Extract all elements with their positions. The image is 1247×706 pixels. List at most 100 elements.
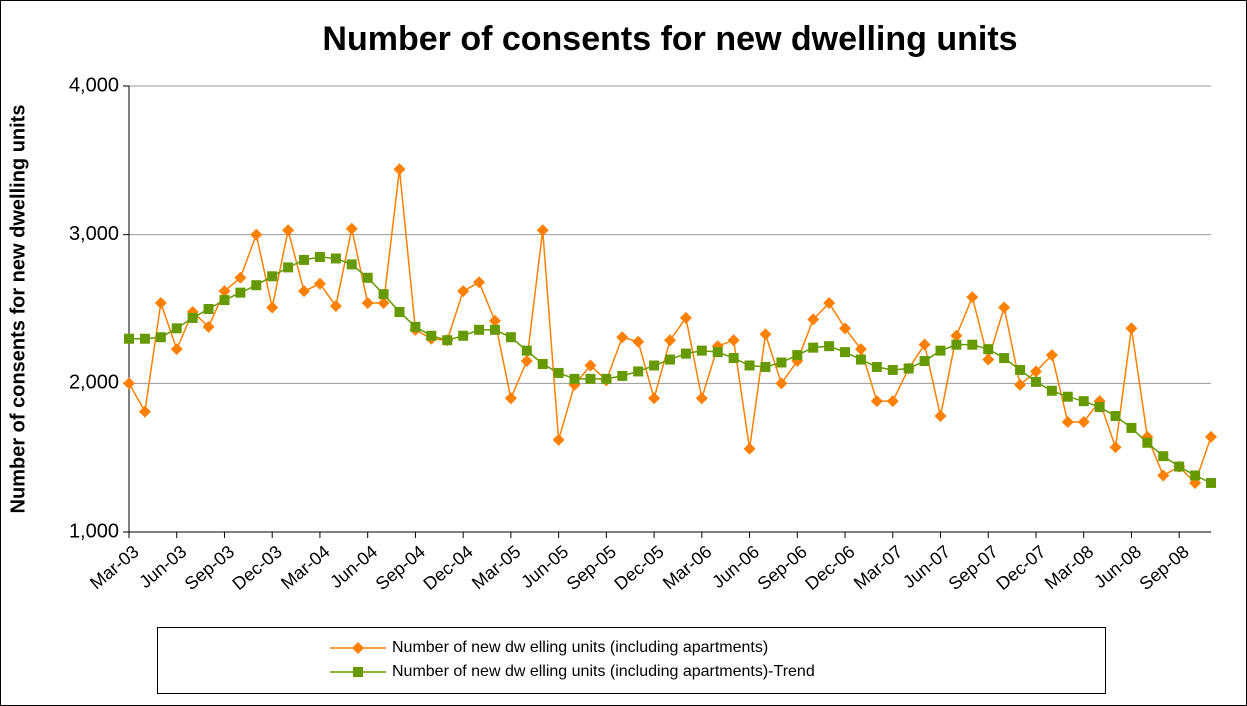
point [353,667,363,677]
point [1126,422,1137,433]
point [1046,385,1057,396]
point [823,297,836,310]
point [1014,378,1027,391]
point [616,331,629,344]
point [743,442,756,455]
point [695,392,708,405]
point [1125,322,1138,335]
y-tick-label: 2,000 [69,372,119,394]
point [1094,402,1105,413]
legend-label: Number of new dw elling units (including… [392,663,815,680]
point [918,338,931,351]
point [664,334,676,347]
point [727,334,740,347]
point [744,360,755,371]
point [633,366,644,377]
point [489,324,500,335]
point [665,354,675,365]
point [171,323,182,334]
point [504,392,517,405]
point [1061,415,1074,428]
point [251,280,262,291]
point [696,345,707,356]
point [377,297,390,310]
point [1109,441,1122,454]
point [170,343,183,356]
point [552,433,565,446]
point [903,363,914,374]
point [520,355,533,368]
point [345,222,358,235]
point [649,360,660,371]
point [410,321,421,332]
point [712,347,723,358]
point [1078,396,1089,407]
point [521,345,532,356]
point [219,295,230,306]
point [935,345,946,356]
point [138,405,151,418]
point [728,353,739,364]
point [1029,365,1042,378]
point [967,339,978,350]
point [1205,430,1217,443]
point [537,359,548,370]
point [824,341,835,352]
point [1206,477,1216,488]
point [982,353,995,366]
point [139,333,150,344]
point [1158,451,1169,462]
point [808,342,819,353]
point [155,332,166,343]
point [187,312,198,323]
point [839,322,852,335]
point [775,377,788,390]
point [1077,415,1090,428]
point [378,289,389,300]
point [998,301,1011,314]
point [283,262,294,273]
point [584,359,597,372]
point [792,350,803,361]
point [632,335,645,348]
point [234,271,247,284]
point [601,373,612,384]
point [585,373,596,384]
point [346,259,357,270]
point [887,364,898,375]
point [330,253,341,264]
point [218,285,231,298]
point [871,361,882,372]
y-tick-label: 4,000 [69,74,119,96]
point [950,329,963,342]
point [934,410,947,423]
point [807,313,820,326]
point [1062,391,1073,402]
point [870,395,883,408]
point [473,276,486,289]
point [313,277,326,290]
point [393,163,406,176]
point [1174,461,1185,472]
point [250,228,263,241]
point [776,357,787,368]
legend-label: Number of new dw elling units (including… [392,639,768,656]
point [854,343,867,356]
point [299,254,310,265]
point [329,300,342,313]
point [362,272,373,283]
point [282,224,295,237]
point [505,332,516,343]
point [474,324,485,335]
point [1030,376,1041,387]
point [123,377,135,390]
y-axis-label: Number of consents for new dwelling unit… [7,105,29,514]
point [617,370,628,381]
point [488,314,501,327]
legend-box [157,627,1106,694]
point [536,224,549,237]
point [1157,469,1170,482]
point [1045,349,1058,362]
point [298,285,311,298]
